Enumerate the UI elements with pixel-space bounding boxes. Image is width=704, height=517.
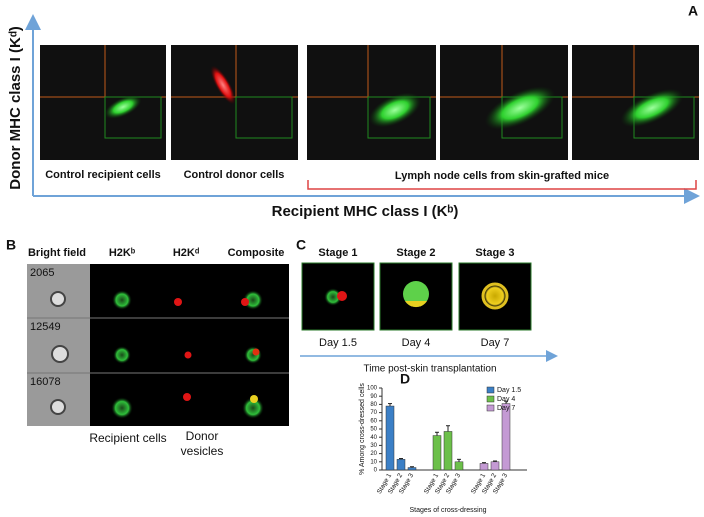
legend-swatch xyxy=(486,395,495,403)
bar xyxy=(443,431,453,471)
bar xyxy=(396,459,406,471)
flow-plot xyxy=(572,45,699,160)
column-footer: Recipient cells xyxy=(89,431,166,445)
y-tick-label: 0 xyxy=(374,468,378,474)
column-header: H2Kᵈ xyxy=(173,247,200,259)
bar xyxy=(479,463,489,471)
column-footer: Donor vesicles xyxy=(180,429,224,458)
flow-plot xyxy=(440,45,568,160)
plot-label: Control recipient cells xyxy=(45,169,161,181)
legend-label: Day 7 xyxy=(497,405,515,412)
column-header: Bright field xyxy=(28,247,86,259)
plot-label: Control donor cells xyxy=(184,169,285,181)
bar xyxy=(454,461,464,471)
bar xyxy=(432,435,442,471)
stage-label: Stage 1 xyxy=(318,247,357,259)
column-header: Composite xyxy=(228,247,285,259)
bracket xyxy=(307,180,697,190)
day-label: Day 1.5 xyxy=(319,337,357,349)
panel-label: A xyxy=(688,3,698,19)
y-tick-label: 90 xyxy=(370,394,377,400)
plot-label: Lymph node cells from skin-grafted mice xyxy=(395,170,609,182)
day-label: Day 7 xyxy=(481,337,510,349)
y-axis-label: Donor MHC class I (Kᵈ) xyxy=(7,26,24,189)
y-tick-label: 30 xyxy=(370,443,377,449)
legend-swatch xyxy=(486,386,495,394)
bar xyxy=(407,467,417,471)
row-id: 2065 xyxy=(30,267,54,279)
y-tick-label: 70 xyxy=(370,410,377,416)
panel-label: D xyxy=(400,371,410,387)
time-label: Time post-skin transplantation xyxy=(363,364,496,375)
flow-plot xyxy=(171,45,298,160)
row-id: 16078 xyxy=(30,376,61,388)
bar xyxy=(490,461,500,471)
y-tick-label: 100 xyxy=(367,386,378,392)
column-header: H2Kᵇ xyxy=(109,247,136,259)
y-axis-label: % Among cross-dressed cells xyxy=(359,383,366,475)
stage-label: Stage 2 xyxy=(396,247,435,259)
y-tick-label: 60 xyxy=(370,418,377,424)
y-tick-label: 50 xyxy=(370,427,377,433)
image-grid xyxy=(27,264,289,426)
flow-plot xyxy=(40,45,166,160)
stage-image xyxy=(458,262,532,331)
bar xyxy=(501,403,511,471)
y-tick-label: 20 xyxy=(370,451,377,457)
panel-label: B xyxy=(6,237,16,253)
stage-image xyxy=(301,262,375,331)
bar xyxy=(385,405,395,471)
panel-label: C xyxy=(296,237,306,253)
day-label: Day 4 xyxy=(402,337,431,349)
y-tick-label: 80 xyxy=(370,402,377,408)
y-tick-label: 10 xyxy=(370,459,377,465)
x-axis-label: Stages of cross-dressing xyxy=(409,507,486,514)
y-tick-label: 40 xyxy=(370,435,377,441)
stage-image xyxy=(379,262,453,331)
legend-label: Day 1.5 xyxy=(497,387,521,394)
stage-label: Stage 3 xyxy=(475,247,514,259)
row-id: 12549 xyxy=(30,321,61,333)
flow-plot xyxy=(307,45,436,160)
legend-label: Day 4 xyxy=(497,396,515,403)
legend-swatch xyxy=(486,404,495,412)
x-axis-label: Recipient MHC class I (Kᵇ) xyxy=(272,203,459,220)
